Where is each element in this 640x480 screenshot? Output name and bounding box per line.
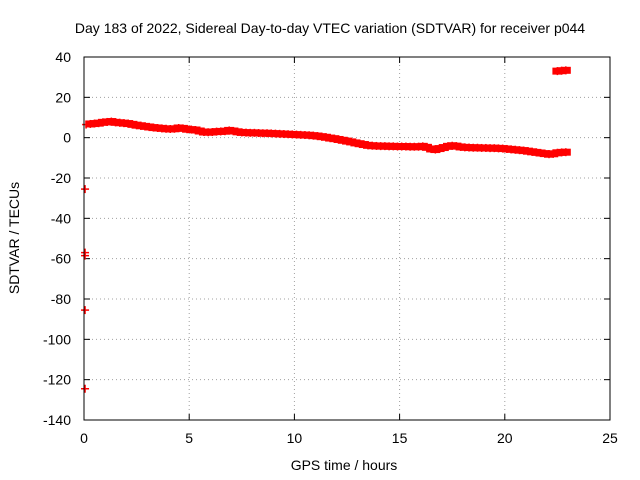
y-tick-label: -60 [51, 251, 71, 267]
x-axis-label: GPS time / hours [291, 457, 398, 473]
y-tick-label: -140 [43, 412, 71, 428]
x-tick-label: 10 [287, 430, 303, 446]
data-point [81, 306, 90, 315]
axis-ticks [83, 56, 611, 421]
y-tick-label: 20 [55, 89, 71, 105]
y-axis-label: SDTVAR / TECUs [6, 182, 22, 294]
y-tick-label: -80 [51, 291, 71, 307]
y-tick-label: -20 [51, 170, 71, 186]
y-tick-label: -100 [43, 331, 71, 347]
plot-frame [83, 56, 611, 421]
data-point [560, 66, 571, 75]
data-point [560, 148, 571, 157]
data-point [81, 384, 90, 393]
x-tick-label: 0 [80, 430, 88, 446]
y-tick-label: 0 [63, 130, 71, 146]
tick-labels: 0 5 10 15 20 25 40 20 0 -20 -40 -60 -80 -100 -120 -140 [43, 49, 618, 446]
data-point [81, 185, 90, 194]
x-tick-label: 25 [602, 430, 618, 446]
y-tick-label: -120 [43, 372, 71, 388]
x-tick-label: 15 [392, 430, 408, 446]
data-point [81, 251, 90, 260]
data-points [81, 66, 571, 393]
chart-title: Day 183 of 2022, Sidereal Day-to-day VTE… [75, 20, 585, 36]
x-tick-label: 5 [185, 430, 193, 446]
x-tick-label: 20 [497, 430, 513, 446]
y-tick-label: 40 [55, 49, 71, 65]
y-tick-label: -40 [51, 210, 71, 226]
grid-lines [84, 57, 610, 420]
